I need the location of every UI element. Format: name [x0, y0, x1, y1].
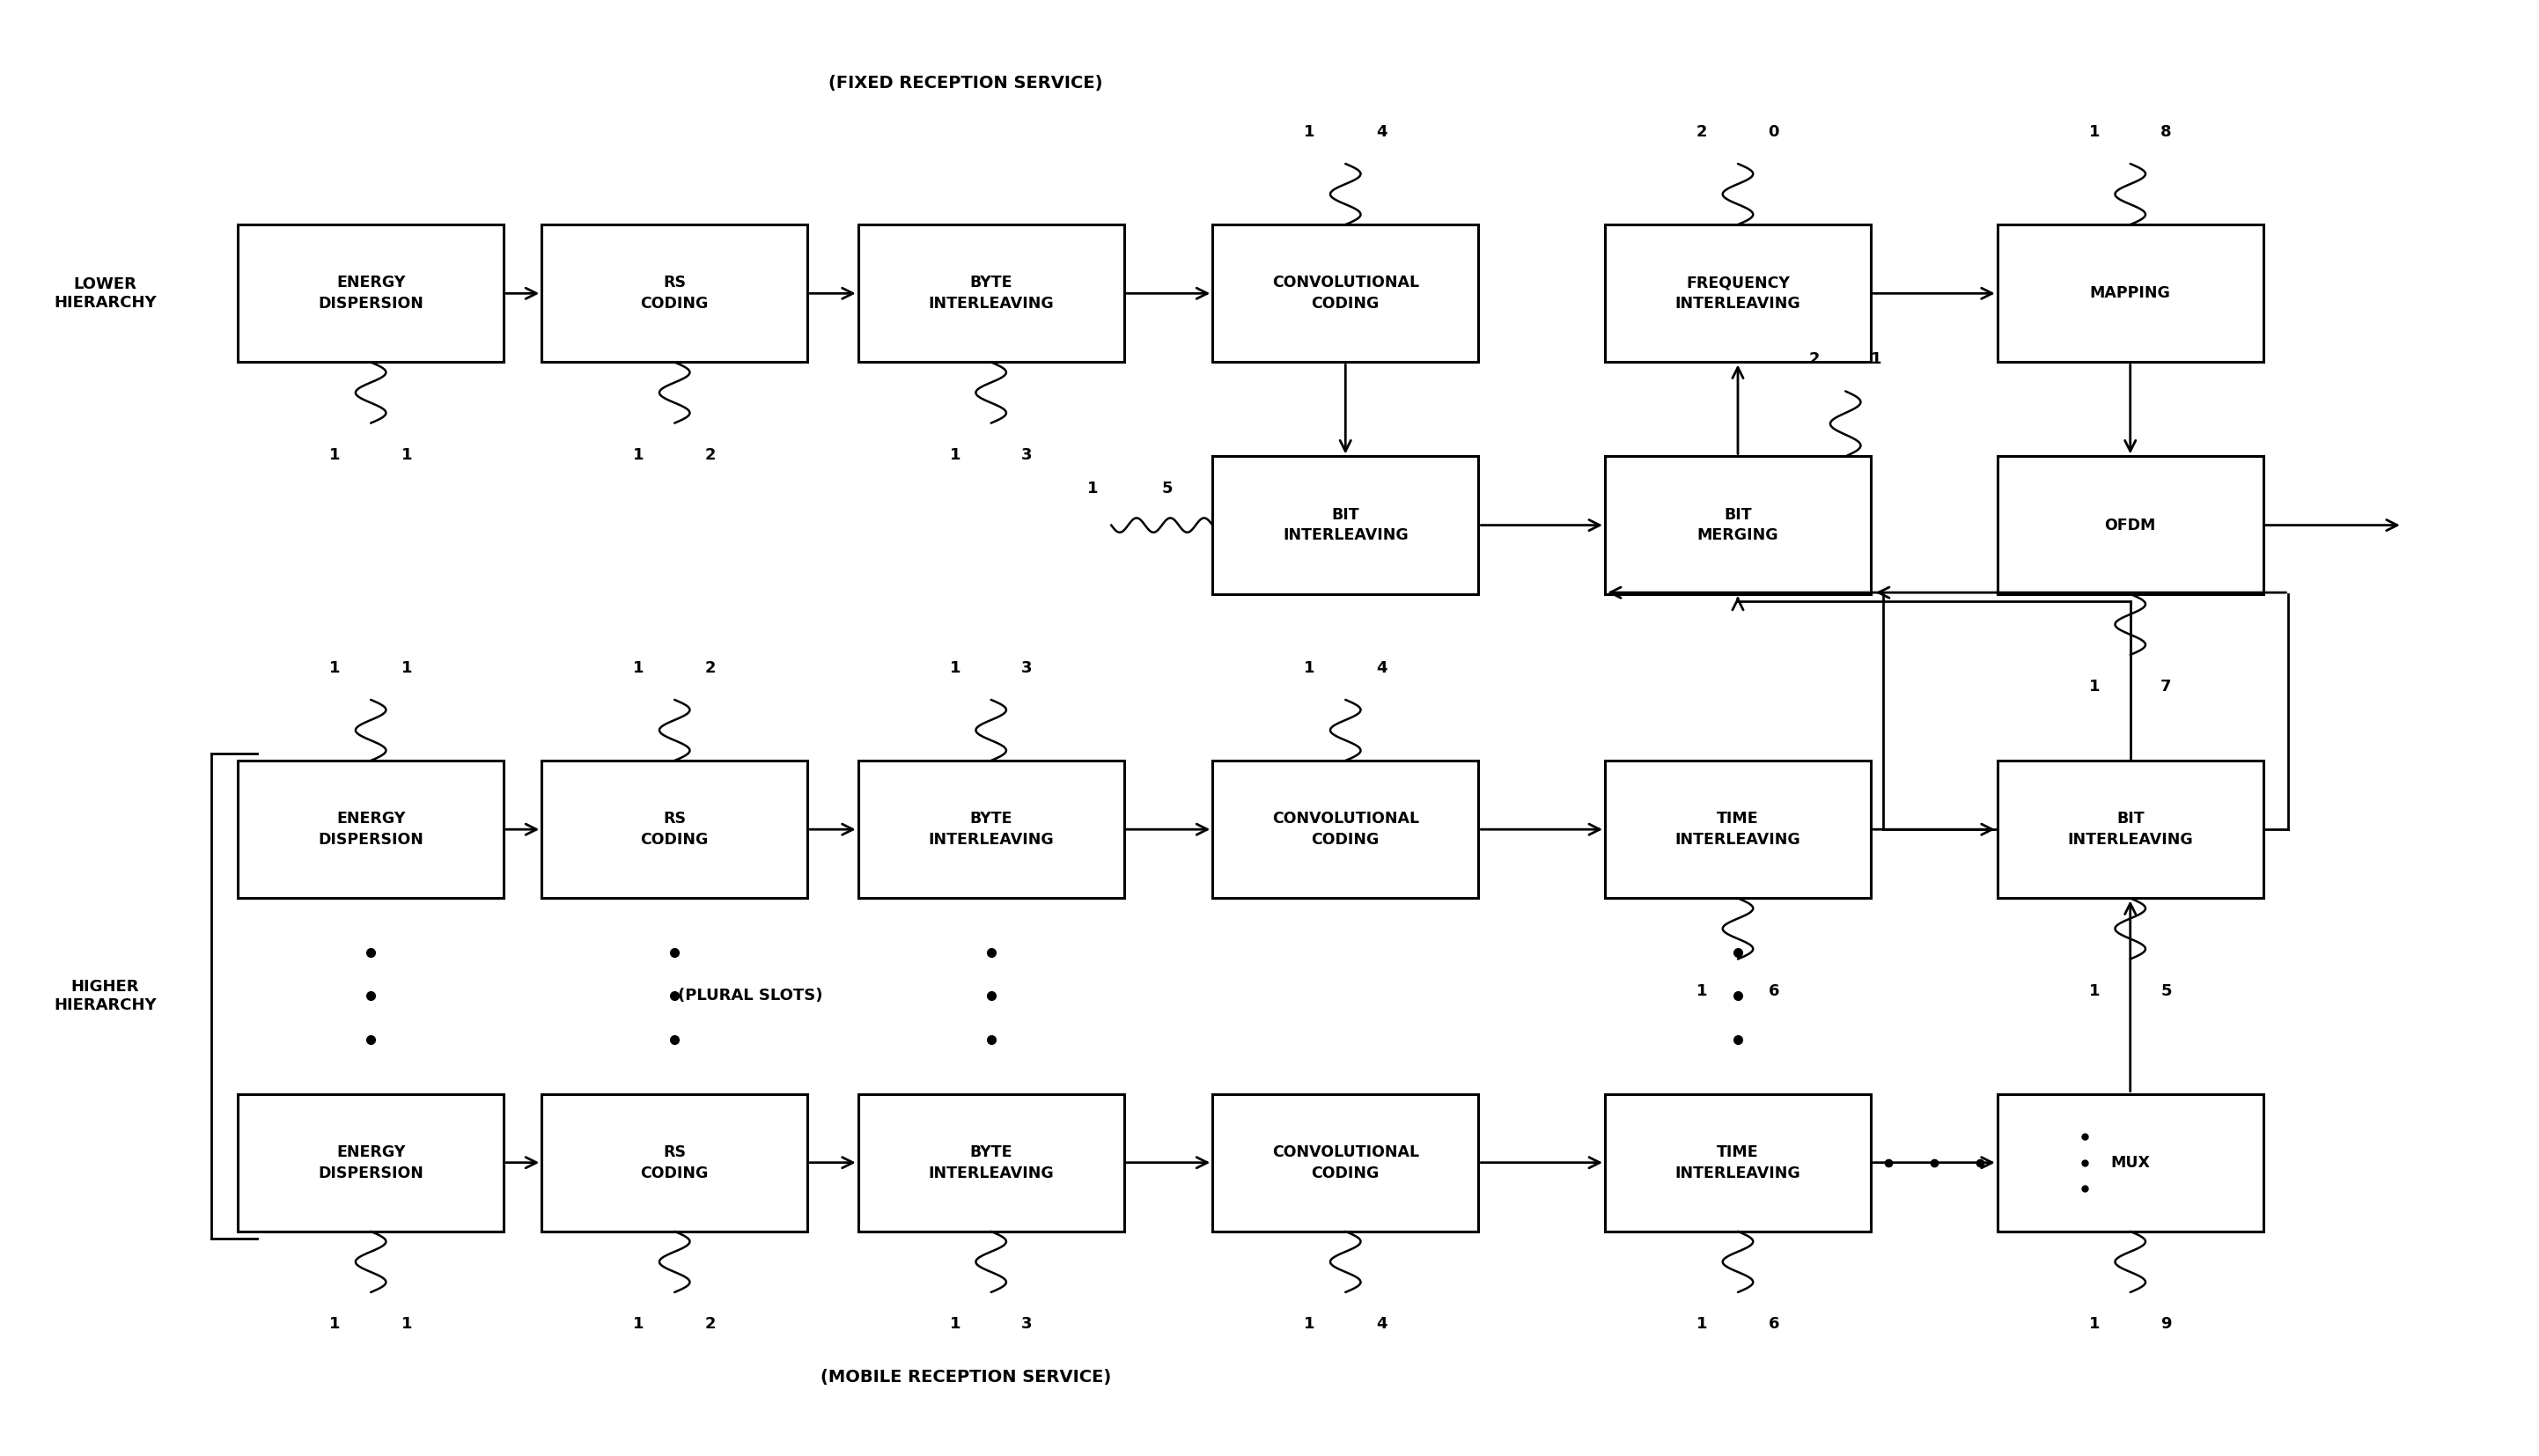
Bar [541, 760, 807, 898]
Text: 1: 1 [1305, 1316, 1315, 1332]
Text: 1: 1 [632, 660, 645, 676]
Text: 1: 1 [632, 447, 645, 463]
Text: 4: 4 [1376, 1316, 1386, 1332]
Text: 3: 3 [1021, 660, 1033, 676]
Bar [541, 224, 807, 363]
Text: 3: 3 [1021, 1316, 1033, 1332]
Text: 0: 0 [1767, 124, 1780, 140]
Bar [239, 760, 503, 898]
Text: ENERGY
DISPERSION: ENERGY DISPERSION [317, 275, 424, 312]
Text: TIME
INTERLEAVING: TIME INTERLEAVING [1676, 811, 1800, 847]
Text: 9: 9 [2161, 1316, 2171, 1332]
Text: BIT
MERGING: BIT MERGING [1696, 507, 1780, 543]
Text: ENERGY
DISPERSION: ENERGY DISPERSION [317, 1144, 424, 1181]
Text: (FIXED RECEPTION SERVICE): (FIXED RECEPTION SERVICE) [828, 74, 1102, 92]
Bar [1998, 456, 2262, 594]
Text: 7: 7 [2161, 678, 2171, 695]
Bar [239, 224, 503, 363]
Text: 1: 1 [2090, 1316, 2100, 1332]
Text: 6: 6 [1767, 1316, 1780, 1332]
Text: 1: 1 [1696, 983, 1709, 999]
Text: CONVOLUTIONAL
CODING: CONVOLUTIONAL CODING [1272, 1144, 1419, 1181]
Bar [1605, 760, 1871, 898]
Bar [858, 1093, 1125, 1232]
Text: 2: 2 [706, 1316, 716, 1332]
Text: BYTE
INTERLEAVING: BYTE INTERLEAVING [929, 811, 1054, 847]
Text: 1: 1 [1305, 124, 1315, 140]
Bar [1605, 1093, 1871, 1232]
Text: 1: 1 [1871, 351, 1881, 367]
Text: BYTE
INTERLEAVING: BYTE INTERLEAVING [929, 1144, 1054, 1181]
Text: 1: 1 [330, 660, 340, 676]
Text: LOWER
HIERARCHY: LOWER HIERARCHY [53, 277, 157, 310]
Text: 1: 1 [401, 1316, 411, 1332]
Text: TIME
INTERLEAVING: TIME INTERLEAVING [1676, 1144, 1800, 1181]
Text: BIT
INTERLEAVING: BIT INTERLEAVING [1282, 507, 1409, 543]
Text: 4: 4 [1376, 660, 1386, 676]
Text: 6: 6 [1767, 983, 1780, 999]
Text: 1: 1 [2090, 983, 2100, 999]
Bar [858, 760, 1125, 898]
Text: BYTE
INTERLEAVING: BYTE INTERLEAVING [929, 275, 1054, 312]
Text: 1: 1 [950, 660, 960, 676]
Text: 8: 8 [2161, 124, 2171, 140]
Bar [1998, 1093, 2262, 1232]
Text: CONVOLUTIONAL
CODING: CONVOLUTIONAL CODING [1272, 811, 1419, 847]
Bar [1998, 760, 2262, 898]
Bar [239, 1093, 503, 1232]
Text: 1: 1 [401, 660, 411, 676]
Text: CONVOLUTIONAL
CODING: CONVOLUTIONAL CODING [1272, 275, 1419, 312]
Text: 1: 1 [1087, 480, 1099, 496]
Text: 2: 2 [1696, 124, 1709, 140]
Text: 1: 1 [330, 1316, 340, 1332]
Text: OFDM: OFDM [2105, 517, 2156, 533]
Bar [1214, 1093, 1478, 1232]
Text: MAPPING: MAPPING [2090, 285, 2171, 301]
Text: 2: 2 [706, 447, 716, 463]
Text: BIT
INTERLEAVING: BIT INTERLEAVING [2067, 811, 2194, 847]
Bar [1998, 224, 2262, 363]
Text: 1: 1 [950, 447, 960, 463]
Bar [1214, 224, 1478, 363]
Text: 1: 1 [401, 447, 411, 463]
Text: 2: 2 [1810, 351, 1820, 367]
Text: 1: 1 [950, 1316, 960, 1332]
Text: 1: 1 [632, 1316, 645, 1332]
Bar [1214, 760, 1478, 898]
Text: ENERGY
DISPERSION: ENERGY DISPERSION [317, 811, 424, 847]
Text: RS
CODING: RS CODING [640, 1144, 708, 1181]
Bar [1214, 456, 1478, 594]
Bar [1605, 456, 1871, 594]
Text: RS
CODING: RS CODING [640, 811, 708, 847]
Text: 1: 1 [1696, 1316, 1709, 1332]
Text: (MOBILE RECEPTION SERVICE): (MOBILE RECEPTION SERVICE) [820, 1369, 1112, 1385]
Text: FREQUENCY
INTERLEAVING: FREQUENCY INTERLEAVING [1676, 275, 1800, 312]
Text: 5: 5 [2161, 983, 2171, 999]
Bar [1605, 224, 1871, 363]
Text: 3: 3 [1021, 447, 1033, 463]
Text: 5: 5 [1163, 480, 1173, 496]
Text: 1: 1 [330, 447, 340, 463]
Text: 1: 1 [1305, 660, 1315, 676]
Text: (PLURAL SLOTS): (PLURAL SLOTS) [678, 989, 823, 1005]
Bar [541, 1093, 807, 1232]
Text: 1: 1 [2090, 124, 2100, 140]
Text: HIGHER
HIERARCHY: HIGHER HIERARCHY [53, 978, 157, 1013]
Text: 2: 2 [706, 660, 716, 676]
Text: 4: 4 [1376, 124, 1386, 140]
Bar [858, 224, 1125, 363]
Text: RS
CODING: RS CODING [640, 275, 708, 312]
Text: 1: 1 [2090, 678, 2100, 695]
Text: MUX: MUX [2110, 1155, 2151, 1171]
